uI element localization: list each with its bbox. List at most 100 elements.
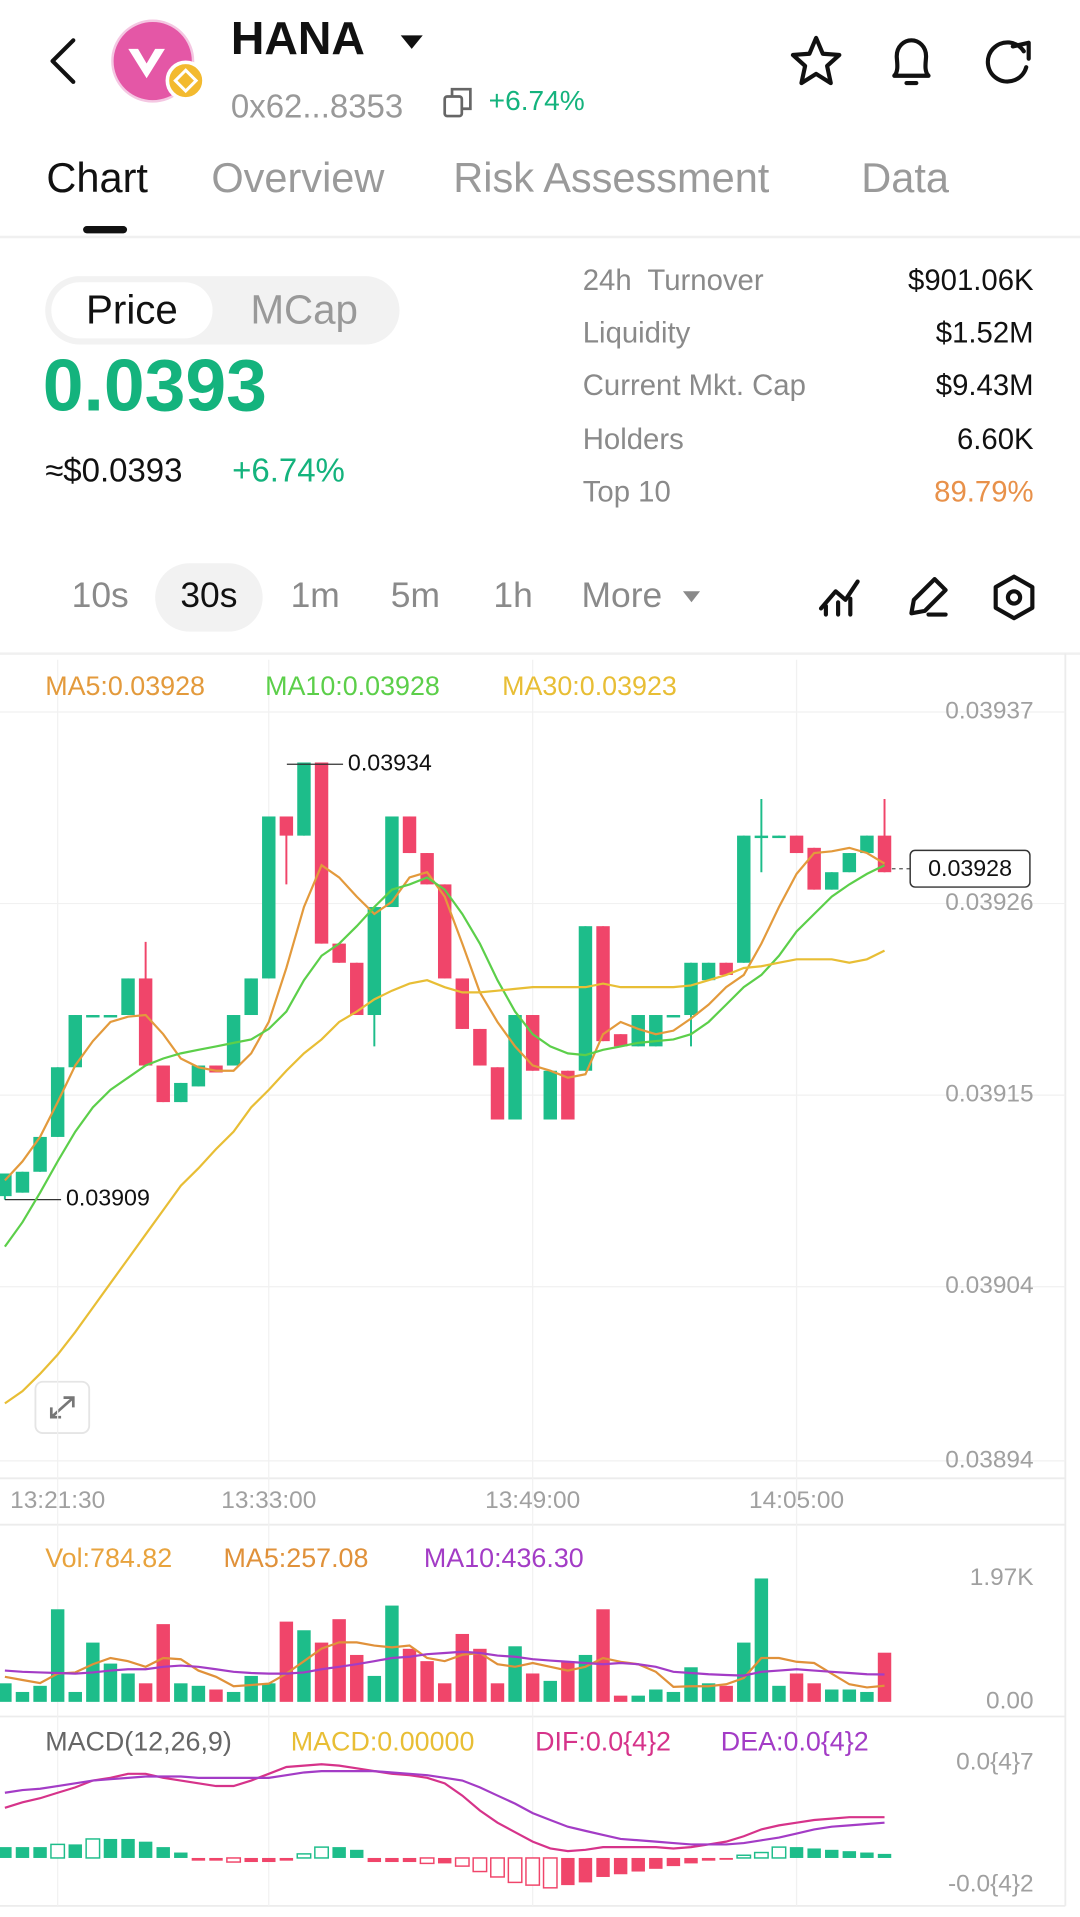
y-tick-label: 1.97K bbox=[970, 1564, 1035, 1591]
tab[interactable]: Chart bbox=[46, 154, 148, 201]
toggle-option[interactable]: Price bbox=[86, 287, 178, 332]
stat-value: 89.79% bbox=[934, 475, 1033, 508]
candle-body bbox=[525, 1015, 540, 1071]
bar bbox=[631, 1695, 645, 1702]
interval-selected bbox=[155, 563, 263, 632]
candle-body bbox=[860, 835, 874, 854]
dropdown-caret[interactable] bbox=[400, 35, 423, 49]
bar bbox=[191, 1857, 206, 1861]
bar bbox=[437, 1683, 452, 1702]
candle-body bbox=[350, 962, 364, 1016]
candle-body bbox=[561, 1070, 575, 1120]
y-tick-label: 0.03904 bbox=[945, 1272, 1033, 1299]
interval-option[interactable]: 5m bbox=[391, 575, 440, 615]
bar bbox=[156, 1624, 170, 1702]
bar bbox=[736, 1854, 752, 1859]
candle-body bbox=[701, 962, 716, 981]
bar bbox=[138, 1841, 153, 1858]
bar bbox=[596, 1609, 610, 1702]
bar bbox=[332, 1847, 346, 1858]
bar bbox=[68, 1691, 82, 1702]
bar bbox=[753, 1851, 769, 1859]
series-line bbox=[4, 949, 886, 1405]
candle-body bbox=[737, 835, 751, 963]
bar bbox=[350, 1654, 364, 1702]
settings-button[interactable] bbox=[993, 574, 1035, 621]
alert-button[interactable] bbox=[892, 38, 931, 86]
candle-body bbox=[191, 1065, 206, 1087]
candle-body bbox=[68, 1015, 82, 1068]
bar bbox=[454, 1857, 470, 1867]
x-tick-label: 13:21:30 bbox=[10, 1487, 105, 1514]
bar bbox=[420, 1661, 434, 1702]
bar bbox=[737, 1642, 751, 1702]
high-marker-label: 0.03934 bbox=[348, 749, 432, 775]
legend-label: MA30:0.03923 bbox=[502, 671, 677, 701]
favorite-button[interactable] bbox=[790, 35, 842, 86]
bar bbox=[684, 1857, 698, 1864]
bar bbox=[771, 1846, 787, 1859]
candle-body bbox=[262, 816, 276, 979]
candle-body bbox=[473, 1028, 487, 1066]
bar bbox=[33, 1685, 47, 1702]
tab[interactable]: Overview bbox=[211, 154, 385, 201]
bar bbox=[789, 1673, 804, 1702]
more-caret[interactable] bbox=[682, 591, 701, 603]
bar bbox=[296, 1853, 312, 1859]
bar bbox=[842, 1851, 857, 1858]
legend-label: DEA:0.0{4}2 bbox=[721, 1726, 869, 1756]
bar bbox=[490, 1683, 505, 1702]
bar bbox=[209, 1857, 223, 1861]
bar bbox=[578, 1857, 593, 1883]
series-line bbox=[3, 864, 886, 1248]
candle-body bbox=[33, 1136, 47, 1172]
interval-option[interactable]: 30s bbox=[180, 575, 237, 615]
candle-body bbox=[825, 872, 839, 890]
indicator-button[interactable] bbox=[818, 579, 860, 617]
tab[interactable]: Data bbox=[861, 154, 950, 201]
copy-icon[interactable] bbox=[443, 87, 472, 118]
low-marker-label: 0.03909 bbox=[66, 1185, 150, 1211]
bar bbox=[0, 1683, 12, 1702]
bar bbox=[402, 1648, 417, 1702]
candle-body bbox=[578, 926, 593, 1071]
token-name[interactable]: HANA bbox=[231, 12, 365, 64]
refresh-button[interactable] bbox=[985, 40, 1031, 84]
candle-body bbox=[138, 978, 153, 1066]
back-button[interactable] bbox=[50, 38, 76, 84]
tab[interactable]: Risk Assessment bbox=[453, 154, 770, 201]
fullscreen-button[interactable] bbox=[34, 1380, 91, 1434]
bar bbox=[455, 1633, 470, 1702]
bar bbox=[561, 1857, 575, 1886]
interval-option[interactable]: 1m bbox=[291, 575, 340, 615]
bar bbox=[244, 1675, 258, 1702]
tab-indicator bbox=[83, 226, 128, 234]
last-price-box bbox=[909, 849, 1031, 888]
bar bbox=[525, 1857, 541, 1886]
interval-option[interactable]: 10s bbox=[72, 575, 129, 615]
stat-value: $1.52M bbox=[936, 317, 1034, 350]
bar bbox=[772, 1685, 786, 1702]
bar bbox=[33, 1847, 47, 1858]
bar bbox=[649, 1857, 663, 1869]
interval-option[interactable]: More bbox=[582, 575, 663, 615]
draw-button[interactable] bbox=[909, 577, 948, 617]
bar bbox=[561, 1661, 575, 1702]
candle-body bbox=[877, 835, 892, 873]
bar bbox=[543, 1680, 557, 1702]
bar bbox=[402, 1857, 417, 1863]
interval-option[interactable]: 1h bbox=[493, 575, 532, 615]
candle-body bbox=[631, 1015, 645, 1047]
y-tick-label: 0.03894 bbox=[945, 1446, 1033, 1473]
candle-body bbox=[156, 1065, 170, 1103]
candle-body bbox=[508, 1015, 522, 1120]
bar bbox=[244, 1857, 258, 1863]
bar bbox=[473, 1648, 487, 1702]
toggle-option[interactable]: MCap bbox=[250, 287, 358, 332]
bar bbox=[103, 1838, 118, 1858]
bar bbox=[613, 1695, 628, 1702]
candle-body bbox=[666, 1015, 681, 1018]
stat-value: $9.43M bbox=[936, 369, 1034, 402]
token-logo bbox=[111, 19, 206, 103]
candle-body bbox=[455, 978, 470, 1029]
